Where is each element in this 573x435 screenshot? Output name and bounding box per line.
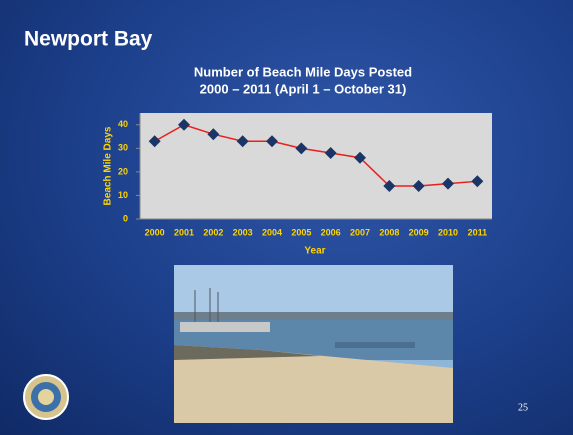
page-number: 25: [518, 402, 528, 413]
y-tick-label: 20: [118, 166, 128, 176]
x-tick-label: 2011: [468, 227, 488, 237]
slide-title: Newport Bay: [24, 28, 153, 51]
seal: [23, 374, 69, 420]
marker: [178, 118, 190, 131]
x-tick-label: 2009: [409, 227, 429, 237]
y-axis-label: Beach Mile Days: [103, 126, 114, 205]
chart-title: Number of Beach Mile Days Posted: [194, 64, 412, 79]
x-tick-label: 2004: [262, 227, 282, 237]
x-tick-label: 2002: [203, 227, 223, 237]
marker: [412, 180, 425, 193]
marker: [383, 180, 396, 193]
x-tick-label: 2010: [438, 227, 458, 237]
marker: [266, 135, 278, 148]
marker: [471, 175, 484, 188]
plot-area: [140, 113, 492, 219]
photo: [174, 265, 453, 423]
marker: [354, 151, 366, 164]
x-tick-label: 2001: [174, 227, 194, 237]
y-tick-label: 40: [118, 119, 128, 129]
y-tick-label: 30: [118, 143, 128, 153]
marker: [295, 142, 308, 155]
y-tick-label: 10: [118, 190, 128, 200]
x-axis-label: Year: [304, 246, 325, 257]
marker: [148, 135, 161, 148]
marker: [442, 177, 454, 190]
marker: [324, 147, 337, 160]
x-tick-label: 2008: [379, 227, 399, 237]
x-tick-label: 2007: [350, 227, 370, 237]
x-tick-label: 2000: [145, 227, 165, 237]
y-tick-label: 0: [123, 213, 128, 223]
marker: [236, 135, 249, 148]
x-tick-label: 2005: [291, 227, 311, 237]
chart-subtitle: 2000 – 2011 (April 1 – October 31): [200, 81, 407, 96]
x-tick-label: 2003: [233, 227, 253, 237]
x-tick-label: 2006: [321, 227, 341, 237]
marker: [207, 128, 220, 141]
